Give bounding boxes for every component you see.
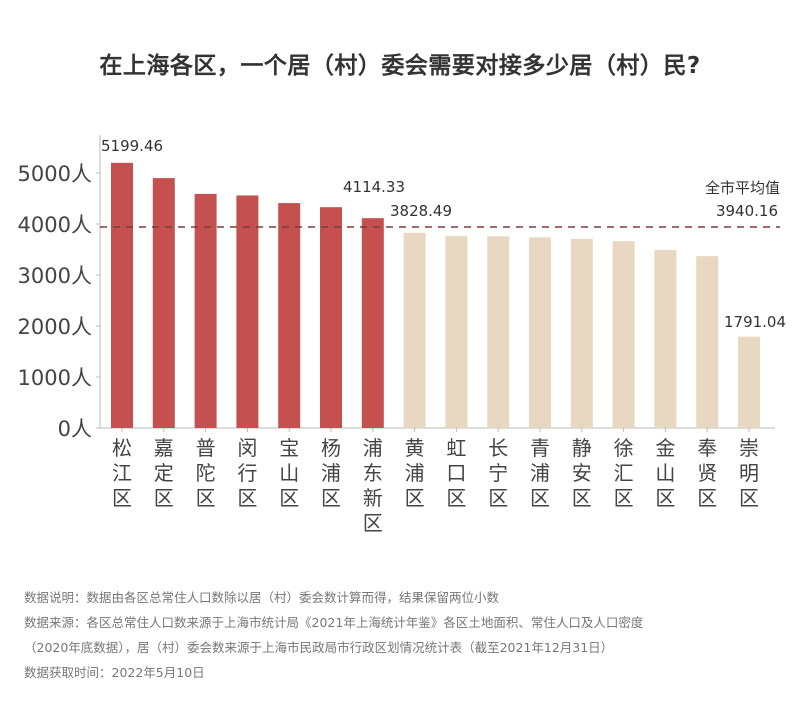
x-tick-label: 奉 xyxy=(697,436,717,460)
x-tick-label: 安 xyxy=(572,461,592,485)
x-tick-label: 金 xyxy=(655,436,675,460)
note-description: 数据说明：数据由各区总常住人口数除以居（村）委会数计算而得，结果保留两位小数 xyxy=(24,590,500,605)
x-tick-label: 区 xyxy=(446,486,466,510)
x-tick-label: 区 xyxy=(614,486,634,510)
x-tick-label: 静 xyxy=(572,436,592,460)
x-tick-label: 浦 xyxy=(405,461,425,485)
x-tick-label: 明 xyxy=(739,461,759,485)
x-tick-label: 东 xyxy=(363,461,383,485)
bar-浦东新区 xyxy=(361,218,384,428)
x-tick-label: 区 xyxy=(112,486,132,510)
x-tick-label: 区 xyxy=(488,486,508,510)
y-tick-label: 4000人 xyxy=(18,213,92,237)
data-label: 5199.46 xyxy=(101,137,163,155)
data-label: 3828.49 xyxy=(390,202,452,220)
bar-闵行区 xyxy=(236,195,259,428)
bar-黄浦区 xyxy=(403,232,426,428)
x-tick-label: 汇 xyxy=(614,461,634,485)
x-tick-label: 区 xyxy=(237,486,257,510)
bar-松江区 xyxy=(111,162,133,428)
bar-虹口区 xyxy=(445,235,468,428)
x-tick-label: 定 xyxy=(154,461,174,485)
x-tick-label: 区 xyxy=(572,486,592,510)
chart-title: 在上海各区，一个居（村）委会需要对接多少居（村）民? xyxy=(99,53,701,79)
x-tick-label: 崇 xyxy=(739,436,759,460)
bar-金山区 xyxy=(654,250,677,428)
x-tick-label: 长 xyxy=(488,436,508,460)
x-tick-label: 口 xyxy=(446,461,466,485)
x-tick-label: 宝 xyxy=(279,436,299,460)
bar-青浦区 xyxy=(529,237,551,428)
x-tick-label: 浦 xyxy=(530,461,550,485)
x-tick-label: 徐 xyxy=(614,436,634,460)
x-tick-label: 陀 xyxy=(196,461,216,485)
bar-崇明区 xyxy=(738,336,760,428)
x-tick-label: 黄 xyxy=(405,436,425,460)
x-tick-label: 区 xyxy=(405,486,425,510)
bar-chart: 0人1000人2000人3000人4000人5000人松江区嘉定区普陀区闵行区宝… xyxy=(18,135,786,535)
bar-宝山区 xyxy=(278,203,301,428)
x-tick-label: 宁 xyxy=(488,461,508,485)
bar-普陀区 xyxy=(194,193,217,428)
x-tick-label: 区 xyxy=(154,486,174,510)
x-tick-label: 普 xyxy=(196,436,216,460)
data-label: 4114.33 xyxy=(343,178,405,196)
x-tick-label: 江 xyxy=(112,461,132,485)
x-tick-label: 行 xyxy=(237,461,257,485)
x-tick-label: 区 xyxy=(196,486,216,510)
x-tick-label: 浦 xyxy=(321,461,341,485)
x-tick-label: 区 xyxy=(739,486,759,510)
notes: 数据说明：数据由各区总常住人口数除以居（村）委会数计算而得，结果保留两位小数 数… xyxy=(24,585,643,685)
data-label: 1791.04 xyxy=(724,313,786,331)
average-value: 3940.16 xyxy=(716,202,778,220)
x-tick-label: 松 xyxy=(112,436,132,460)
y-tick-label: 3000人 xyxy=(18,264,92,288)
x-tick-label: 青 xyxy=(530,436,550,460)
x-tick-label: 山 xyxy=(655,461,675,485)
y-tick-label: 1000人 xyxy=(18,366,92,390)
x-tick-label: 山 xyxy=(279,461,299,485)
note-source-cont: （2020年底数据），居（村）委会数来源于上海市民政局市行政区划情况统计表（截至… xyxy=(24,640,614,655)
bar-静安区 xyxy=(570,238,593,428)
y-tick-label: 0人 xyxy=(58,417,92,441)
x-tick-label: 区 xyxy=(655,486,675,510)
note-date: 数据获取时间：2022年5月10日 xyxy=(24,665,205,680)
x-tick-label: 杨 xyxy=(321,436,341,460)
x-tick-label: 虹 xyxy=(446,436,466,460)
average-label: 全市平均值 xyxy=(705,179,780,197)
x-tick-label: 区 xyxy=(697,486,717,510)
note-source: 数据来源：各区总常住人口数来源于上海市统计局《2021年上海统计年鉴》各区土地面… xyxy=(24,615,644,630)
x-tick-label: 闵 xyxy=(237,436,257,460)
x-tick-label: 贤 xyxy=(697,461,717,485)
x-tick-label: 区 xyxy=(363,511,383,535)
x-tick-label: 新 xyxy=(363,486,383,510)
bar-嘉定区 xyxy=(152,178,175,428)
x-tick-label: 区 xyxy=(530,486,550,510)
bar-奉贤区 xyxy=(696,256,719,428)
x-tick-label: 区 xyxy=(279,486,299,510)
y-tick-label: 5000人 xyxy=(18,162,92,186)
x-tick-label: 区 xyxy=(321,486,341,510)
y-tick-label: 2000人 xyxy=(18,315,92,339)
x-tick-label: 浦 xyxy=(363,436,383,460)
bar-长宁区 xyxy=(487,236,510,428)
bar-杨浦区 xyxy=(320,207,342,428)
x-tick-label: 嘉 xyxy=(154,436,174,460)
bar-徐汇区 xyxy=(612,241,635,428)
